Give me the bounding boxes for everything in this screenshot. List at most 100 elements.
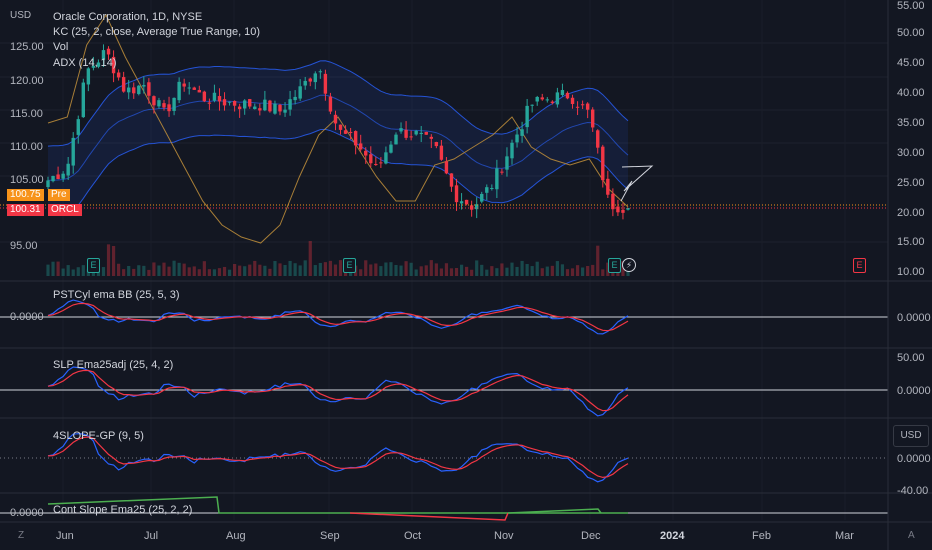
candle-body	[364, 150, 368, 156]
volume-bar	[192, 266, 196, 276]
candlesticks	[46, 44, 630, 220]
right-adx-tick: 35.00	[897, 117, 925, 129]
candle-body	[268, 100, 272, 112]
candle-body	[172, 97, 176, 111]
candle-body	[520, 129, 524, 136]
auto-scale-button[interactable]: A	[908, 530, 915, 541]
right-adx-tick: 40.00	[897, 87, 925, 99]
candle-body	[601, 146, 605, 181]
indicator-vol-label[interactable]: Vol	[53, 41, 69, 53]
volume-bar	[515, 266, 519, 276]
volume-bar	[328, 260, 333, 276]
pane-4slope-right-tick: 0.0000	[897, 453, 931, 465]
candle-body	[414, 130, 418, 135]
dividend-icon[interactable]: ⚡	[622, 258, 636, 272]
indicator-adx-label[interactable]: ADX (14, 14)	[53, 57, 117, 69]
pane-cont-slope-left-value: 0.0000	[10, 507, 44, 519]
candle-body	[353, 131, 358, 146]
candle-body	[459, 201, 464, 204]
left-price-tick: 95.00	[10, 240, 38, 252]
candle-body	[253, 106, 257, 110]
candle-body	[157, 100, 161, 107]
volume-bar	[520, 260, 524, 276]
candle-body	[222, 99, 227, 106]
volume-bar	[555, 261, 559, 276]
slp-pane	[0, 366, 888, 417]
volume-bar	[591, 264, 595, 276]
volume-bar	[222, 266, 227, 276]
candle-body	[237, 106, 242, 110]
upcoming-earnings-badge[interactable]: E	[853, 258, 866, 273]
right-adx-tick: 10.00	[897, 266, 925, 278]
volume-bar	[172, 260, 176, 276]
earnings-badge[interactable]: E	[87, 258, 100, 273]
oscillator-blue-line	[47, 433, 629, 483]
candle-body	[611, 193, 615, 210]
candle-body	[258, 108, 262, 111]
symbol-title[interactable]: Oracle Corporation, 1D, NYSE	[53, 11, 203, 23]
volume-bar	[207, 269, 211, 276]
volume-bar	[454, 267, 459, 276]
candle-body	[46, 180, 50, 188]
candle-body	[621, 209, 625, 213]
volume-bar	[384, 262, 388, 276]
x-tick: Aug	[226, 530, 246, 542]
candle-body	[106, 48, 111, 55]
zoom-corner-button[interactable]: Z	[18, 530, 25, 541]
volume-bar	[71, 269, 75, 276]
pane-4slope-title[interactable]: 4SLOPE-GP (9, 5)	[53, 430, 144, 442]
currency-label: USD	[10, 10, 32, 21]
volume-bar	[530, 266, 534, 276]
candle-body	[585, 103, 590, 110]
volume-bar	[475, 260, 479, 276]
left-price-tick: 120.00	[10, 75, 44, 87]
volume-bar	[459, 264, 464, 276]
indicator-kc-label[interactable]: KC (25, 2, close, Average True Range, 10…	[53, 26, 261, 38]
volume-bar	[369, 264, 373, 276]
candle-body	[137, 85, 141, 95]
volume-bar	[575, 265, 580, 276]
cont-slope-green	[507, 508, 602, 514]
right-adx-tick: 45.00	[897, 57, 925, 69]
candle-body	[515, 134, 519, 143]
volume-bar	[117, 263, 121, 276]
cont-slope-red	[349, 512, 509, 521]
pstcyl-pane	[0, 299, 888, 335]
candle-body	[142, 85, 146, 87]
volume-bar	[374, 263, 378, 276]
candle-body	[91, 65, 96, 68]
earnings-badge[interactable]: E	[343, 258, 356, 273]
volume-bar	[122, 269, 126, 276]
volume-bar	[338, 260, 343, 276]
pane-pstcyl-title[interactable]: PSTCyl ema BB (25, 5, 3)	[53, 289, 180, 301]
candle-body	[424, 131, 428, 135]
volume-bar	[233, 263, 237, 276]
x-tick-year: 2024	[660, 530, 685, 542]
pane-slp-title[interactable]: SLP Ema25adj (25, 4, 2)	[53, 359, 174, 371]
candle-body	[369, 154, 373, 164]
volume-bar	[323, 262, 327, 276]
candle-body	[248, 99, 252, 107]
volume-bar	[540, 268, 544, 276]
volume-bar	[581, 267, 585, 276]
volume-bar	[545, 266, 549, 276]
candle-body	[71, 137, 75, 166]
volume-bar	[495, 268, 499, 276]
x-tick: Jul	[144, 530, 159, 542]
volume-bars	[46, 241, 630, 276]
pane-cont-slope-title[interactable]: Cont Slope Ema25 (25, 2, 2)	[53, 504, 193, 516]
volume-bar	[227, 269, 232, 276]
volume-bar	[263, 265, 267, 276]
currency-button[interactable]: USD	[893, 425, 929, 447]
candle-body	[197, 89, 202, 93]
candle-body	[419, 132, 423, 135]
earnings-badge[interactable]: E	[608, 258, 621, 273]
x-tick: Dec	[581, 530, 601, 542]
volume-bar	[570, 268, 575, 276]
candle-body	[132, 87, 136, 94]
candle-body	[616, 206, 620, 213]
volume-bar	[429, 260, 433, 276]
candle-body	[485, 187, 489, 193]
candle-body	[212, 92, 217, 101]
